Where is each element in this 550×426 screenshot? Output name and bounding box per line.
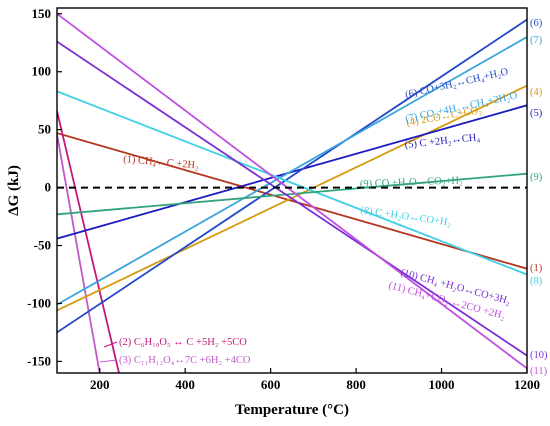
x-tick-label: 600 [261, 377, 281, 392]
series-line-8 [57, 90, 527, 276]
series-line-7 [57, 36, 527, 306]
series-label-9: (9) CO +H₂O↔CO₂+H₂ [360, 175, 463, 190]
y-tick-label: 0 [45, 180, 52, 195]
series-line-1 [57, 132, 527, 270]
series-line-5 [57, 104, 527, 240]
y-tick-label: -50 [34, 238, 51, 253]
series-line-11 [57, 13, 527, 370]
y-tick-label: -150 [27, 353, 51, 368]
series-line-6 [57, 18, 527, 334]
ticks-layer: 200 400 600 800 1000 1200 -150 -100 -50 0 50 100 150 [27, 6, 540, 392]
x-tick-label: 1000 [429, 377, 455, 392]
x-tick-label: 400 [175, 377, 195, 392]
x-tick-label: 800 [346, 377, 366, 392]
series-end-label-11: (11) [530, 366, 548, 377]
series-end-label-6: (6) [530, 18, 543, 29]
series-line-2 [57, 110, 120, 373]
plot-frame [56, 7, 528, 374]
series-end-label-4: (4) [530, 87, 543, 98]
y-tick-label: -100 [27, 295, 51, 310]
series-label-3: (3) C₁₁H₁₂O₄↔7C +6H₂ +4CO [119, 355, 251, 366]
x-tick-label: 200 [90, 377, 110, 392]
series-pointer-3 [99, 359, 118, 363]
series-line-10 [57, 40, 527, 357]
series-label-2: (2) C₆H₁₀O₅ ↔ C +5H₂ +5CO [119, 337, 247, 348]
series-end-label-7: (7) [530, 35, 543, 46]
x-axis-title: Temperature (°C) [235, 402, 349, 418]
series-end-label-8: (8) [530, 276, 543, 287]
series-pointer-2 [103, 341, 118, 348]
y-tick-label: 50 [38, 122, 51, 137]
series-line-9 [57, 172, 527, 216]
y-tick-label: 100 [32, 64, 52, 79]
series-layer [57, 13, 527, 373]
series-end-label-1: (1) [530, 263, 543, 274]
series-end-label-5: (5) [530, 108, 543, 119]
series-line-3 [57, 134, 101, 373]
y-tick-label: 150 [32, 6, 52, 21]
y-axis-title: ΔG (kJ) [6, 165, 22, 216]
series-end-label-10: (10) [530, 350, 548, 361]
x-tick-label: 1200 [514, 377, 540, 392]
series-end-label-9: (9) [530, 172, 543, 183]
